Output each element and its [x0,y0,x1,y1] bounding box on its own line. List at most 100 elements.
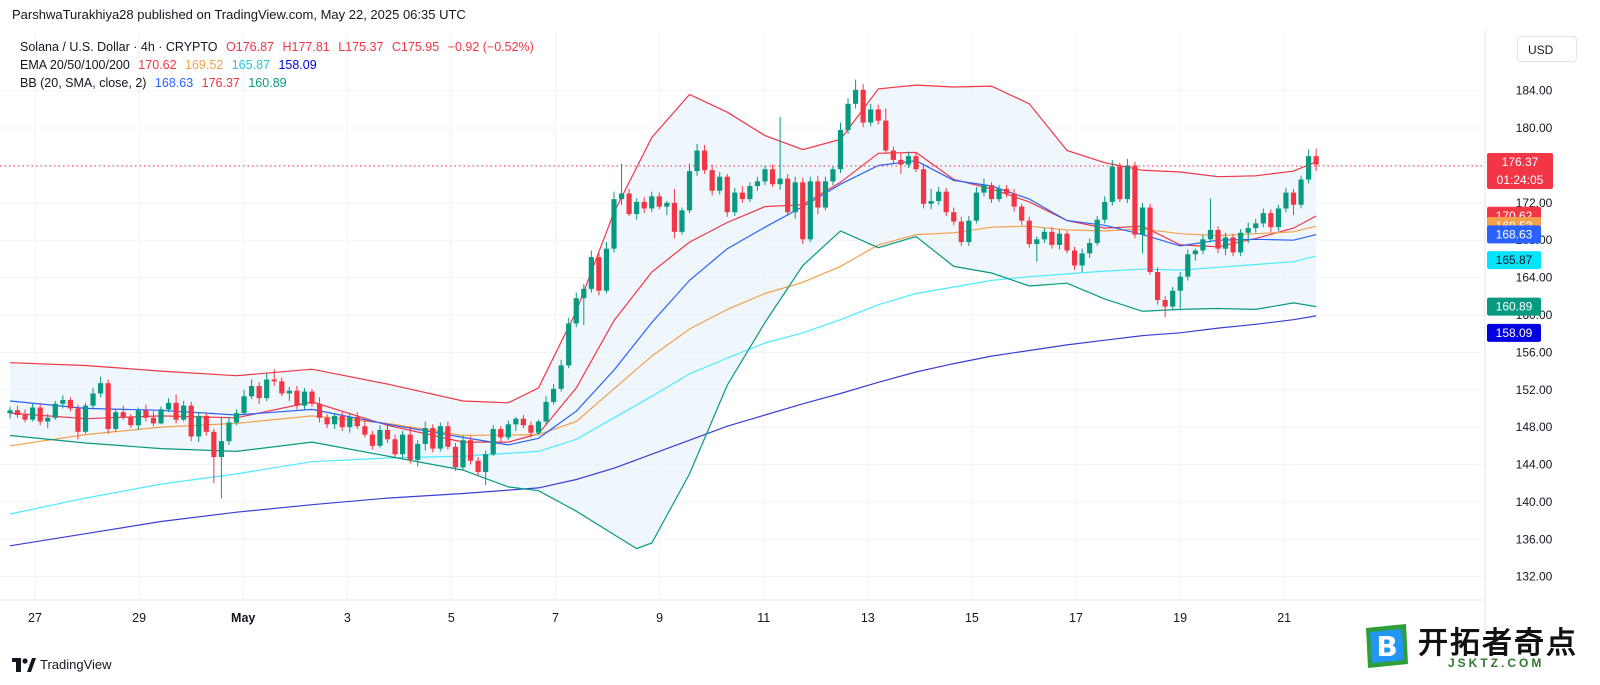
candle[interactable] [505,420,511,441]
candle[interactable] [173,394,179,424]
candle[interactable] [188,401,194,442]
candle[interactable] [1177,272,1183,309]
candle[interactable] [498,426,504,443]
candle[interactable] [611,191,617,253]
candle[interactable] [1132,161,1138,239]
candle[interactable] [1290,188,1297,216]
candle[interactable] [1253,218,1259,233]
candle[interactable] [1192,248,1198,261]
candle[interactable] [868,103,874,127]
candle[interactable] [890,146,896,164]
candle[interactable] [543,396,549,425]
time-axis[interactable]: 27 29 May 3 5 7 9 11 13 15 17 19 21 [28,611,1291,625]
candle[interactable] [301,387,308,410]
candle[interactable] [528,421,534,438]
candle[interactable] [271,369,277,387]
candle[interactable] [566,317,572,369]
candle[interactable] [815,175,821,215]
candle[interactable] [437,422,443,452]
candle[interactable] [913,152,919,173]
candles[interactable] [7,79,1319,499]
candle[interactable] [686,163,693,214]
candle[interactable] [1215,226,1221,254]
candle[interactable] [1222,232,1229,256]
candle[interactable] [128,414,134,429]
candle[interactable] [717,172,723,195]
candle[interactable] [785,173,791,216]
candle[interactable] [286,386,292,401]
candle[interactable] [1087,238,1093,258]
candle[interactable] [626,188,632,216]
candle[interactable] [853,79,859,109]
candle[interactable] [332,413,338,429]
candle[interactable] [1094,215,1100,246]
candle[interactable] [369,430,375,450]
candle[interactable] [339,412,345,431]
candle[interactable] [588,250,594,293]
candle[interactable] [45,414,51,429]
candle[interactable] [1139,202,1146,254]
candle[interactable] [664,201,670,216]
candle[interactable] [249,379,255,400]
candle[interactable] [920,166,927,209]
candle[interactable] [483,450,489,486]
candle[interactable] [905,151,912,169]
candle[interactable] [732,187,738,216]
candle[interactable] [1155,267,1161,305]
candle[interactable] [739,186,745,203]
ema-legend[interactable]: EMA 20/50/100/200 170.62 169.52 165.87 1… [20,56,322,74]
candle[interactable] [1275,204,1281,231]
candle[interactable] [1200,234,1206,255]
candle[interactable] [860,84,866,128]
candle[interactable] [1011,188,1017,212]
candle[interactable] [618,163,625,205]
candle[interactable] [943,187,949,216]
candle[interactable] [60,395,66,409]
candle[interactable] [958,216,964,246]
candle[interactable] [641,197,647,214]
candle[interactable] [1230,233,1236,257]
candle[interactable] [800,177,806,244]
candle[interactable] [581,284,587,326]
candle[interactable] [988,182,995,203]
candle[interactable] [830,165,836,186]
candle[interactable] [52,400,58,420]
candle[interactable] [1306,149,1312,184]
candle[interactable] [490,425,496,457]
candle[interactable] [316,397,323,423]
tradingview-footer[interactable]: TradingView [12,655,112,675]
symbol-name[interactable]: Solana / U.S. Dollar · 4h · CRYPTO [20,40,218,54]
candle[interactable] [1026,216,1032,248]
candle[interactable] [203,413,209,436]
candle[interactable] [973,186,979,224]
candle[interactable] [294,386,300,410]
candle[interactable] [807,176,813,243]
candle[interactable] [898,153,904,174]
candle[interactable] [452,443,459,472]
candle[interactable] [837,122,844,173]
candle[interactable] [1245,222,1251,244]
candle[interactable] [233,409,240,426]
candle[interactable] [573,292,579,328]
candle[interactable] [14,405,21,418]
candle[interactable] [37,402,43,426]
candle[interactable] [324,414,330,429]
candle[interactable] [1041,228,1047,244]
candle[interactable] [362,419,368,438]
ema-label[interactable]: EMA 20/50/100/200 [20,58,130,72]
candle[interactable] [981,178,987,197]
candle[interactable] [762,165,768,186]
candle[interactable] [22,409,28,423]
candle[interactable] [1298,175,1304,209]
candle[interactable] [82,402,89,434]
candle[interactable] [241,389,247,415]
candle[interactable] [709,164,715,196]
candle[interactable] [392,434,398,458]
candle[interactable] [1079,248,1085,273]
candle[interactable] [1019,203,1025,226]
candle[interactable] [475,457,481,476]
candle[interactable] [181,400,187,422]
candle[interactable] [551,384,557,405]
candle[interactable] [845,98,851,134]
candle[interactable] [67,397,73,412]
